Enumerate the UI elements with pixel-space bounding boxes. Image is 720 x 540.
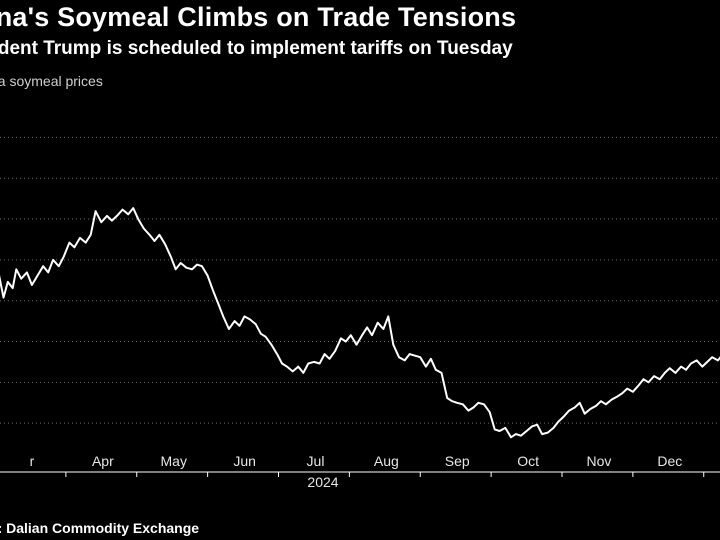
chart-title: ina's Soymeal Climbs on Trade Tensions: [0, 2, 517, 32]
series-line-soymeal: [0, 207, 720, 439]
source-note: ce: Dalian Commodity Exchange: [0, 520, 200, 536]
x-tick-label-6: Sep: [445, 453, 470, 469]
gridlines: [0, 136, 720, 424]
x-tick-label-4: Jul: [307, 453, 325, 469]
x-tick-label-2: May: [161, 453, 187, 469]
series-legend-label: na soymeal prices: [0, 73, 103, 89]
x-axis-ticks: rAprMayJunJulAugSepOctNovDecJa: [30, 453, 705, 477]
chart-subtitle: sident Trump is scheduled to implement t…: [0, 38, 513, 59]
x-tick-label-3: Jun: [233, 453, 256, 469]
x-tick-label-9: Dec: [657, 453, 682, 469]
x-tick-label-0: r: [30, 453, 35, 469]
x-tick-label-5: Aug: [374, 453, 399, 469]
x-tick-label-8: Nov: [587, 453, 612, 469]
year-label: 2024: [307, 474, 338, 490]
x-tick-label-7: Oct: [517, 453, 539, 469]
x-tick-label-1: Apr: [92, 453, 114, 469]
